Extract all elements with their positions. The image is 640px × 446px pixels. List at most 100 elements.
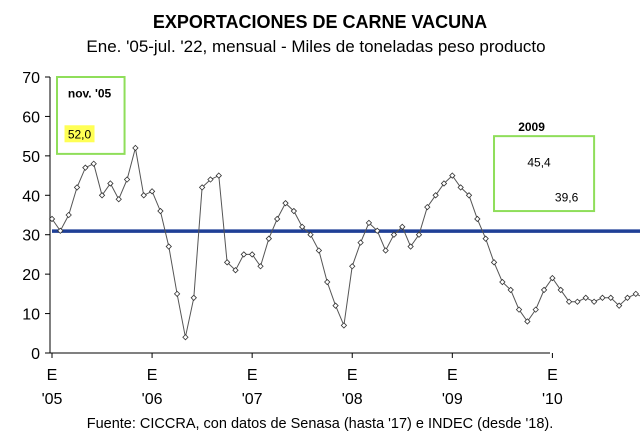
data-point [265, 235, 273, 242]
data-point [340, 322, 348, 329]
x-tick-label-top: E [47, 367, 58, 384]
data-point [207, 176, 214, 183]
data-point [148, 188, 156, 195]
y-tick-label: 20 [22, 267, 40, 284]
data-point [82, 164, 89, 171]
x-tick-label-top: E [347, 367, 358, 384]
data-point [274, 215, 281, 223]
data-point [457, 184, 464, 191]
chart-title: EXPORTACIONES DE CARNE VACUNA [153, 12, 487, 32]
x-tick-label-top: E [547, 367, 558, 384]
data-point [65, 211, 72, 219]
data-point [182, 334, 189, 341]
data-point [632, 290, 639, 298]
data-point [307, 231, 314, 238]
data-point [57, 227, 64, 234]
data-point [465, 192, 473, 199]
x-tick-label-top: E [447, 367, 458, 384]
data-point [349, 263, 356, 270]
data-point [415, 231, 423, 238]
data-point [399, 223, 406, 230]
data-point [107, 180, 114, 187]
annotation-nov05-title: nov. '05 [68, 86, 112, 100]
data-point [73, 184, 81, 191]
data-point [474, 215, 481, 223]
data-point [607, 294, 614, 301]
series-line [51, 147, 640, 338]
annotation-nov05-value: 52,0 [68, 127, 92, 141]
data-point [540, 286, 548, 294]
x-tick-label-top: E [247, 367, 258, 384]
data-point [482, 235, 489, 242]
data-point [624, 294, 631, 301]
x-tick-label-bottom: '05 [42, 391, 63, 408]
data-point [515, 306, 523, 313]
data-point [357, 239, 364, 246]
data-point [490, 259, 498, 266]
data-point [299, 223, 306, 230]
data-point [590, 298, 598, 305]
x-tick-label-bottom: '07 [242, 391, 263, 408]
data-point [132, 144, 139, 152]
data-point [382, 247, 389, 254]
x-tick-label-bottom: '08 [342, 391, 363, 408]
data-point [374, 227, 381, 234]
y-tick-label: 0 [31, 346, 40, 363]
data-point [440, 180, 448, 187]
data-point [424, 203, 431, 211]
data-point [115, 196, 122, 203]
y-tick-label: 60 [22, 109, 40, 126]
data-point [557, 286, 564, 294]
data-point [48, 215, 56, 223]
data-point [574, 298, 581, 305]
data-point [390, 231, 398, 238]
data-point [248, 251, 256, 258]
y-tick-label: 30 [22, 228, 40, 245]
data-point [407, 243, 414, 250]
data-point [157, 207, 164, 215]
data-point [232, 267, 239, 274]
data-point [582, 294, 589, 301]
data-point [190, 294, 197, 301]
y-tick-label: 10 [22, 307, 40, 324]
data-point [365, 219, 373, 227]
chart-subtitle: Ene. '05-jul. '22, mensual - Miles de to… [86, 37, 545, 56]
axes: 010203040506070E'05E'06E'07E'08E'09E'10E… [22, 70, 563, 408]
data-point [98, 192, 106, 199]
data-point [599, 294, 606, 301]
series [48, 144, 640, 341]
data-point [499, 278, 506, 286]
y-tick-label: 70 [22, 70, 40, 87]
data-point [257, 263, 264, 270]
data-point [565, 298, 573, 305]
data-point [215, 172, 222, 179]
data-point [173, 290, 181, 298]
x-tick-label-bottom: '06 [142, 391, 163, 408]
data-point [290, 207, 298, 215]
annotation-2009-value-2: 39,6 [555, 190, 579, 204]
data-point [324, 278, 331, 286]
x-tick-label-bottom: '09 [442, 391, 463, 408]
annotation-2009-value-1: 45,4 [527, 156, 551, 170]
data-point [90, 160, 97, 167]
highlight-boxes [56, 76, 596, 213]
data-point [140, 192, 147, 199]
x-tick-label-top: E [147, 367, 158, 384]
chart-source: Fuente: CICCRA, con datos de Senasa (has… [87, 416, 554, 432]
highlight-box-nov05 [56, 76, 126, 155]
data-point [524, 318, 531, 325]
data-point [198, 184, 206, 191]
data-point [123, 176, 131, 183]
data-point [332, 302, 339, 309]
data-point [282, 200, 289, 207]
annotation-nov05-value-bg [64, 125, 95, 143]
data-point [532, 306, 539, 313]
annotation-2009-title: 2009 [518, 120, 545, 134]
data-point [615, 302, 623, 309]
data-point [449, 172, 456, 179]
data-point [223, 259, 231, 266]
highlight-box-2009 [493, 135, 596, 213]
